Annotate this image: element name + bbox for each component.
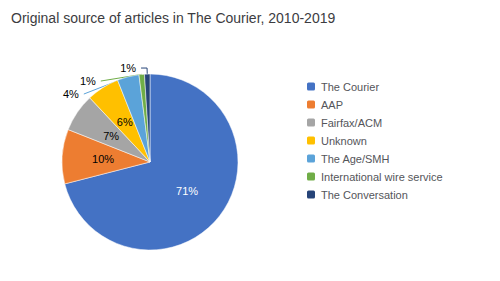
svg-text:4%: 4% bbox=[63, 88, 79, 100]
svg-text:6%: 6% bbox=[117, 116, 133, 128]
svg-text:10%: 10% bbox=[92, 153, 114, 165]
svg-text:1%: 1% bbox=[80, 75, 96, 87]
svg-text:Original source of articles in: Original source of articles in The Couri… bbox=[11, 10, 335, 26]
svg-text:International wire service: International wire service bbox=[321, 171, 443, 183]
svg-text:Fairfax/ACM: Fairfax/ACM bbox=[321, 117, 382, 129]
svg-text:The Conversation: The Conversation bbox=[321, 189, 408, 201]
svg-text:AAP: AAP bbox=[321, 99, 343, 111]
svg-text:Unknown: Unknown bbox=[321, 135, 367, 147]
svg-text:1%: 1% bbox=[120, 62, 136, 74]
svg-text:The Age/SMH: The Age/SMH bbox=[321, 153, 390, 165]
svg-text:The Courier: The Courier bbox=[321, 81, 379, 93]
svg-text:7%: 7% bbox=[103, 130, 119, 142]
svg-text:71%: 71% bbox=[176, 185, 198, 197]
